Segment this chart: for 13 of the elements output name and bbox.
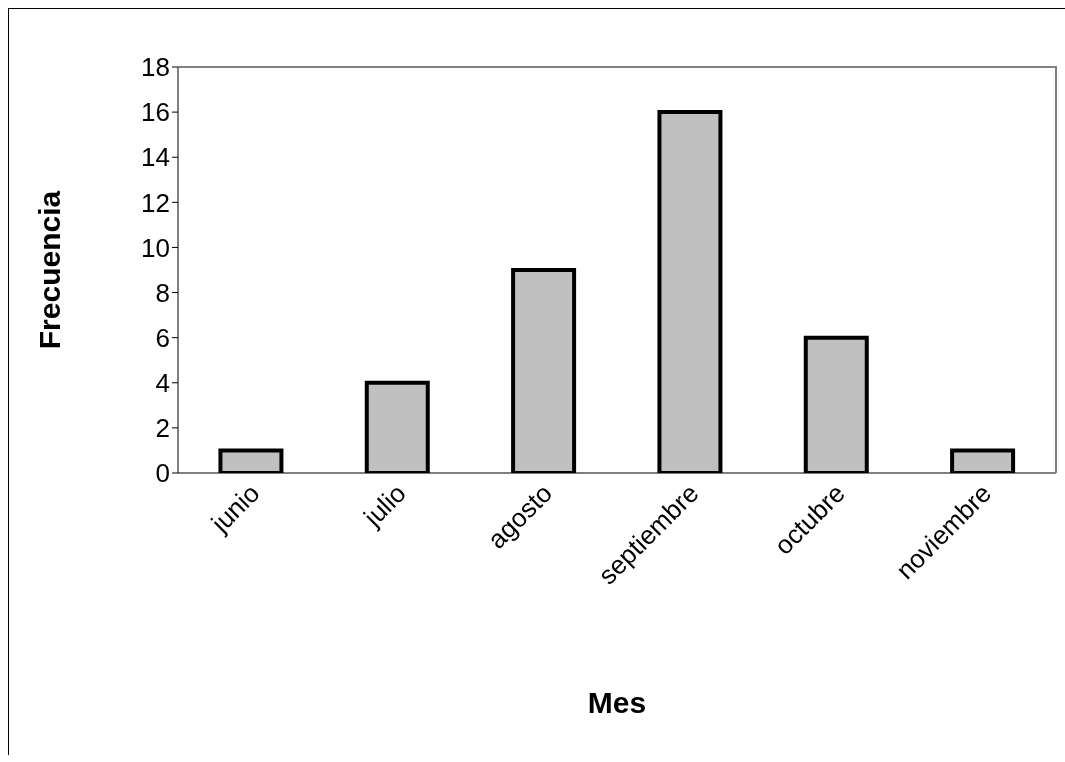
y-tick-label: 6 [155, 322, 170, 353]
x-tick-label: julio [357, 478, 412, 533]
x-axis-title: Mes [587, 686, 647, 719]
y-tick-label: 8 [155, 277, 170, 308]
y-tick-label: 14 [141, 142, 170, 173]
y-axis-title: Frecuencia [32, 190, 66, 350]
y-tick-label: 12 [141, 187, 170, 218]
y-tick-label: 2 [155, 413, 170, 444]
y-tick-label: 16 [141, 97, 170, 128]
y-tick-label: 4 [155, 368, 170, 399]
y-tick-label: 0 [155, 458, 170, 489]
y-tick-label: 18 [141, 52, 170, 83]
y-tick-label: 10 [141, 232, 170, 263]
